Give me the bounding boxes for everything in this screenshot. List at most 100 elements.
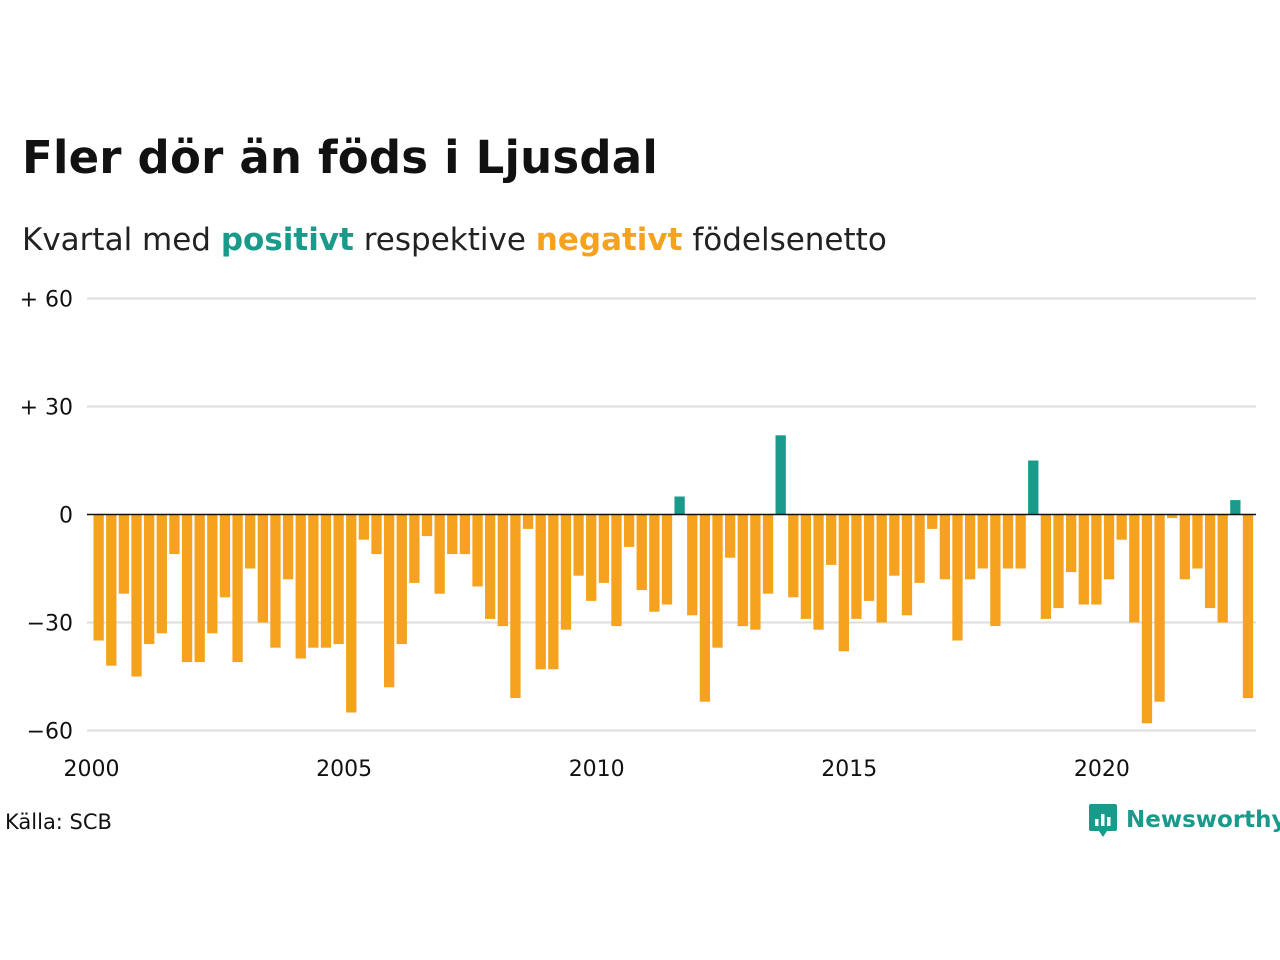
bar-negative (725, 514, 736, 558)
bar-negative (522, 514, 534, 529)
bar-negative (1116, 514, 1127, 540)
bar-negative (1242, 514, 1254, 699)
bar-negative (106, 514, 117, 666)
bar-negative (623, 514, 635, 547)
bar-negative (712, 514, 723, 648)
bar-negative (1015, 514, 1026, 569)
x-tick-label: 2005 (316, 757, 372, 782)
bar-negative (232, 514, 243, 663)
bar-positive (775, 435, 786, 515)
bar-negative (952, 514, 963, 641)
bar-layer (93, 435, 1254, 724)
bar-negative (1053, 514, 1064, 609)
bar-negative (194, 514, 205, 663)
bar-negative (598, 514, 609, 583)
bar-chart: + 60 + 30 0 −30 −60 2000 2005 2010 2015 2020 (20, 288, 1256, 782)
bar-negative (1154, 514, 1165, 702)
bar-negative (485, 514, 496, 619)
bar-negative (346, 514, 357, 713)
bar-negative (156, 514, 167, 634)
subtitle-suffix: födelsenetto (682, 222, 887, 258)
bar-negative (1129, 514, 1140, 623)
x-tick-label: 2010 (569, 757, 625, 782)
bar-negative (1091, 514, 1102, 605)
bar-negative (459, 514, 471, 555)
subtitle-positive: positivt (220, 222, 354, 258)
bar-negative (788, 514, 799, 598)
bar-negative (1167, 514, 1178, 519)
bar-negative (383, 514, 395, 688)
bar-negative (472, 514, 483, 587)
x-tick-label: 2015 (821, 757, 877, 782)
bar-positive (674, 496, 685, 515)
bar-negative (737, 514, 748, 627)
y-tick-label: −60 (27, 720, 73, 745)
bar-negative (409, 514, 420, 583)
bar-negative (1078, 514, 1089, 605)
bar-negative (901, 514, 913, 616)
bar-negative (169, 514, 180, 555)
bar-negative (573, 514, 584, 576)
bar-negative (421, 514, 433, 537)
bar-negative (131, 514, 142, 677)
bar-negative (219, 514, 231, 598)
bar-negative (548, 514, 559, 670)
bar-negative (396, 514, 407, 645)
bar-negative (118, 514, 130, 594)
bar-positive (1028, 460, 1039, 515)
bar-negative (927, 514, 938, 529)
bar-negative (1002, 514, 1014, 569)
bar-negative (889, 514, 900, 576)
y-tick-label: −30 (27, 612, 73, 637)
bar-negative (447, 514, 458, 555)
bar-negative (1204, 514, 1216, 609)
grid-layer (87, 297, 1256, 732)
newsworthy-logo-icon (1089, 804, 1117, 837)
bar-negative (358, 514, 370, 540)
bar-negative (1141, 514, 1153, 724)
bar-negative (636, 514, 647, 591)
bar-negative (762, 514, 774, 594)
bar-negative (977, 514, 988, 569)
bar-negative (586, 514, 597, 601)
bar-negative (144, 514, 155, 645)
bar-negative (661, 514, 673, 605)
x-tick-label: 2020 (1074, 757, 1130, 782)
y-tick-label: + 60 (20, 288, 73, 313)
bar-negative (611, 514, 622, 627)
bar-negative (535, 514, 546, 670)
bar-negative (914, 514, 925, 583)
bar-positive (1230, 500, 1241, 515)
bar-negative (1192, 514, 1203, 569)
bar-negative (510, 514, 521, 699)
subtitle-prefix: Kvartal med (22, 222, 221, 258)
chart-title: Fler dör än föds i Ljusdal (22, 131, 658, 184)
chart-subtitle: Kvartal med positivt respektive negativt… (22, 222, 887, 258)
bar-negative (1217, 514, 1228, 623)
bar-negative (800, 514, 812, 619)
bar-negative (750, 514, 761, 630)
subtitle-middle: respektive (353, 222, 536, 258)
bar-negative (649, 514, 660, 612)
bar-negative (838, 514, 849, 652)
x-tick-labels: 2000 2005 2010 2015 2020 (64, 757, 1130, 782)
bar-negative (333, 514, 344, 645)
bar-negative (207, 514, 218, 634)
brand-name: Newsworthy (1126, 807, 1280, 833)
bar-negative (699, 514, 711, 702)
bar-negative (497, 514, 508, 627)
y-tick-labels: + 60 + 30 0 −30 −60 (20, 288, 73, 745)
x-tick-label: 2000 (64, 757, 120, 782)
bar-negative (320, 514, 332, 648)
bar-negative (851, 514, 862, 619)
bar-negative (939, 514, 951, 580)
bar-negative (813, 514, 824, 630)
bar-negative (257, 514, 268, 623)
bar-negative (876, 514, 887, 623)
y-tick-label: + 30 (20, 396, 73, 421)
bar-negative (308, 514, 319, 648)
bar-negative (295, 514, 306, 659)
bar-negative (1103, 514, 1115, 580)
bar-negative (245, 514, 256, 569)
y-tick-label: 0 (59, 504, 73, 529)
